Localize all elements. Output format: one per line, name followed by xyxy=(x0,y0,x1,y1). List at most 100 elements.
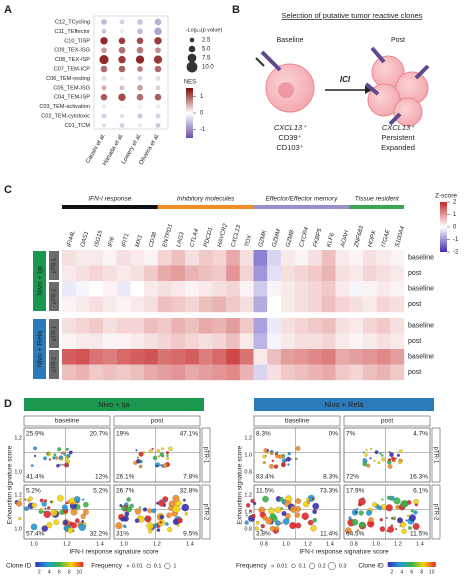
legend-tick: 8 xyxy=(68,569,71,575)
legend-title: Frequency xyxy=(91,563,122,570)
row-label: C07_TEM-ICP xyxy=(54,66,91,72)
heatmap-cell xyxy=(89,296,104,313)
column-header xyxy=(23,415,111,427)
clone-point-decoration xyxy=(413,498,419,505)
clone-point-decoration xyxy=(354,511,358,514)
panel-label: A xyxy=(4,4,12,16)
legend-tick: 0.3 xyxy=(339,563,347,569)
y-tick-label: 1.2 xyxy=(14,435,22,441)
clone-point-decoration xyxy=(184,512,189,516)
clone-point-decoration xyxy=(83,501,89,508)
clone-point-decoration xyxy=(82,498,85,501)
dot xyxy=(155,75,161,81)
clone-point-decoration xyxy=(385,504,393,512)
clone-point-decoration xyxy=(290,505,298,513)
quadrant-percent: 11.4% xyxy=(320,531,338,538)
dot xyxy=(101,19,107,25)
column-label: post xyxy=(151,418,163,425)
y-tick-label: 1.0 xyxy=(244,452,252,458)
heatmap-cell xyxy=(116,281,131,297)
clone-point-decoration xyxy=(274,506,282,514)
clone-point-decoration xyxy=(356,529,360,532)
row-label: C05_TEM-ISG xyxy=(53,85,90,91)
clone-point-decoration xyxy=(148,449,153,454)
heatmap-cell xyxy=(185,364,199,381)
clone-point-decoration xyxy=(245,514,248,517)
quadrant-percent: 47.1% xyxy=(180,431,199,438)
quadrant-percent: 8.3% xyxy=(256,431,271,438)
heatmap-cell xyxy=(267,333,282,350)
marker-label: CD103⁺ xyxy=(276,143,303,152)
heatmap-cell xyxy=(62,296,76,313)
heatmap-cell xyxy=(239,250,254,266)
clone-point-decoration xyxy=(41,525,48,532)
cohort-label: Nivo + Ipi xyxy=(37,266,44,296)
dot xyxy=(135,55,145,64)
dot xyxy=(119,85,125,91)
gene-label: IFI44L xyxy=(67,230,77,248)
clone-point-decoration xyxy=(262,454,267,459)
heatmap-cell xyxy=(294,333,309,350)
clone-point-decoration xyxy=(289,522,297,530)
clone-point-decoration xyxy=(147,508,153,514)
row-label: baseline xyxy=(408,255,434,262)
clone-point-decoration xyxy=(409,514,416,522)
heatmap-cell xyxy=(280,281,295,297)
clone-point-decoration xyxy=(280,507,284,510)
quadrant-percent: 25.9% xyxy=(26,431,45,438)
dot xyxy=(118,93,126,101)
patient-label: pTR-2 xyxy=(51,289,57,304)
legend-tick: 0.01 xyxy=(277,563,288,569)
marker-label: CXCL13⁺ xyxy=(274,123,307,132)
cell-frame xyxy=(253,427,341,483)
heatmap-cell xyxy=(349,349,364,365)
clone-point-decoration xyxy=(124,511,130,517)
clone-point-decoration xyxy=(306,500,311,504)
legend-dot xyxy=(146,563,151,569)
dot xyxy=(119,122,125,128)
dot xyxy=(137,28,143,35)
clone-point-decoration xyxy=(395,505,400,510)
row-header xyxy=(201,427,211,483)
clone-point-decoration xyxy=(166,454,169,458)
heatmap-cell xyxy=(62,250,76,266)
heatmap-cell xyxy=(308,250,323,266)
heatmap-cell xyxy=(171,333,186,350)
legend-tick: 2 xyxy=(38,569,41,575)
heatmap-cell xyxy=(130,333,145,350)
clone-point-decoration xyxy=(345,527,352,534)
heatmap-cell xyxy=(362,318,377,334)
heatmap-cell xyxy=(335,250,350,266)
dot xyxy=(101,123,107,128)
heatmap-cell xyxy=(185,250,199,266)
gene-label: LAG3 xyxy=(176,231,186,248)
clone-point-decoration xyxy=(162,499,166,503)
clone-point-decoration xyxy=(160,464,163,467)
clone-point-decoration xyxy=(390,456,396,462)
heatmap-cell xyxy=(376,349,391,365)
clone-point-decoration xyxy=(78,523,86,531)
heatmap-cell xyxy=(103,318,117,334)
heatmap-cell xyxy=(226,349,241,365)
row-label: C10_TISP xyxy=(64,38,90,44)
x-tick-label: 1.4 xyxy=(416,541,424,547)
clone-point-decoration xyxy=(395,457,398,460)
clone-point-decoration xyxy=(60,452,63,455)
heatmap-cell xyxy=(349,265,364,282)
x-tick-label: 1.0 xyxy=(120,541,128,547)
clone-point-decoration xyxy=(275,453,280,459)
dot xyxy=(136,46,144,54)
clone-point-decoration xyxy=(157,455,160,458)
clone-point-decoration xyxy=(65,459,70,464)
gene-label: ISG15 xyxy=(94,229,104,248)
clone-point-decoration xyxy=(388,451,391,453)
clone-point-decoration xyxy=(144,518,148,521)
legend-title: Clone ID xyxy=(358,563,384,570)
clone-point-decoration xyxy=(34,454,37,458)
dot xyxy=(119,19,125,25)
heatmap-cell xyxy=(130,281,145,297)
heatmap-cell xyxy=(267,349,282,365)
heatmap-cell xyxy=(116,296,131,313)
heatmap-cell xyxy=(390,265,405,282)
